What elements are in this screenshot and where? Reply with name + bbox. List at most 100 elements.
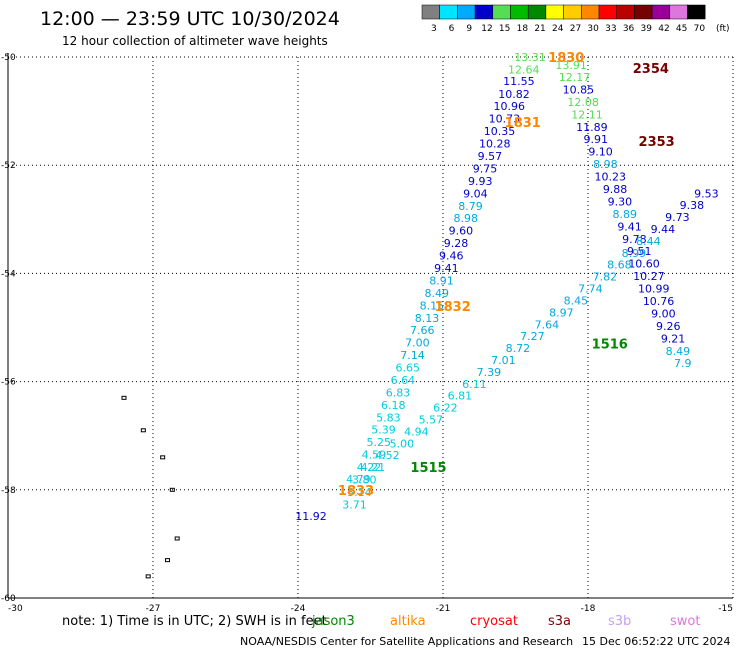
wave-height-label: 8.15 [420, 299, 445, 312]
lat-tick-label: -50 [1, 53, 16, 63]
pass-time-label: 1515 [410, 461, 446, 476]
pass-time-label: 2353 [639, 135, 675, 150]
wave-height-label: 11.55 [503, 75, 535, 88]
wave-height-label: 8.72 [506, 342, 531, 355]
wave-height-label: 6.83 [386, 386, 411, 399]
pass-time-label: 2354 [633, 62, 669, 77]
legend-bin-label: 42 [658, 24, 669, 34]
legend-swatch [474, 4, 494, 20]
wave-height-label: 9.41 [617, 220, 642, 233]
wave-height-label: 9.51 [627, 245, 652, 258]
wave-height-label: 4.22 [357, 461, 382, 474]
legend-swatch [492, 4, 511, 20]
wave-height-label: 7.74 [578, 283, 603, 296]
wave-height-label: 8.49 [666, 345, 691, 358]
lat-tick-label: -56 [1, 378, 16, 388]
pass-time-label: 1833 [338, 484, 374, 499]
wave-height-label: 3.14 [347, 486, 372, 499]
wave-height-label: 9.04 [463, 187, 488, 200]
legend-bin-label: 36 [623, 24, 635, 34]
wave-height-label: 6.65 [395, 362, 420, 375]
wave-height-label: 7.01 [491, 354, 516, 367]
legend-bin-label: 15 [499, 24, 510, 34]
wave-height-label: 5.00 [390, 437, 415, 450]
wave-height-label: 12.08 [567, 96, 599, 109]
satellite-name-s3b: s3b [608, 614, 631, 629]
legend-swatch [598, 4, 617, 20]
wave-height-label: 13.91 [555, 59, 587, 72]
legend-bin-label: 39 [641, 24, 653, 34]
wave-height-label: 9.00 [651, 307, 676, 320]
legend-bin-label: 18 [517, 24, 529, 34]
wave-height-label: 9.88 [603, 183, 628, 196]
legend-swatch [545, 4, 564, 20]
pass-time-label: 1832 [435, 300, 471, 315]
legend-swatch [457, 4, 476, 20]
island-mark [121, 395, 127, 400]
wave-height-label: 8.98 [453, 212, 478, 225]
wave-height-label: 7.82 [593, 271, 618, 284]
wave-height-label: 8.79 [458, 200, 483, 213]
pass-time-label: 1830 [548, 51, 584, 66]
legend-bin-label: 45 [676, 24, 687, 34]
wave-height-label: 10.28 [479, 138, 511, 151]
lon-tick-label: -24 [291, 604, 306, 614]
legend-bin-label: 9 [466, 24, 472, 34]
lon-tick-label: -21 [436, 604, 451, 614]
wave-height-label: 7.27 [520, 330, 545, 343]
wave-height-label: 8.44 [636, 235, 661, 248]
legend-swatch [563, 4, 582, 20]
wave-height-label: 8.68 [607, 259, 632, 272]
island-mark [165, 558, 170, 563]
wave-height-label: 9.75 [473, 162, 498, 175]
altimeter-track: 13.3112.6411.5510.8210.9610.7310.3510.28… [295, 51, 584, 523]
pass-time-label: 1516 [592, 338, 628, 353]
island-outlines [121, 395, 180, 579]
wave-height-label: 8.13 [415, 312, 440, 325]
axis-tick-labels: -30 -27 -24 -21 -18 -15 -50 -52 -54 -56 -58 -60 [1, 53, 733, 614]
legend-swatch [651, 4, 671, 20]
wave-height-label: 5.83 [376, 411, 401, 424]
legend-swatch [669, 4, 688, 20]
wave-height-label: 9.26 [656, 320, 681, 333]
wave-height-label: 12.64 [508, 63, 540, 76]
legend-bin-label: 24 [552, 24, 564, 34]
island-mark [145, 574, 151, 579]
wave-height-label: 7.14 [400, 349, 425, 362]
wave-height-label: 5.25 [366, 436, 391, 449]
legend-unit-label: (ft) [716, 24, 730, 34]
wave-height-label: 13.31 [514, 51, 546, 64]
wave-height-label: 10.27 [633, 270, 665, 283]
wave-height-label: 4.21 [361, 461, 386, 474]
wave-height-label: 8.97 [549, 306, 574, 319]
wave-height-label: 12.11 [571, 108, 603, 121]
island-mark [160, 455, 166, 460]
legend-swatch [581, 4, 600, 20]
wave-height-label: 10.85 [563, 83, 595, 96]
satellite-name-jason3: jason3 [311, 614, 355, 629]
legend-bin-label: 30 [587, 24, 599, 34]
wave-height-label: 4.79 [346, 473, 371, 486]
satellite-legend: jason3 altika cryosat s3a s3b swot [311, 614, 700, 629]
wave-height-label: 3.80 [352, 474, 377, 487]
wave-height-label: 9.93 [468, 175, 493, 188]
legend-bin-label: 12 [481, 24, 492, 34]
island-mark [174, 536, 180, 541]
wave-height-label: 10.60 [628, 258, 660, 271]
wave-height-label: 8.45 [564, 294, 589, 307]
lon-tick-label: -18 [581, 604, 596, 614]
legend-bin-label: 33 [605, 24, 616, 34]
lat-tick-label: -60 [1, 594, 16, 604]
wave-height-label: 10.96 [493, 100, 525, 113]
wave-height-label: 10.99 [638, 283, 670, 296]
altimeter-tracks: 13.3112.6411.5510.8210.9610.7310.3510.28… [295, 51, 718, 523]
wave-height-label: 8.49 [424, 287, 449, 300]
wave-height-label: 9.46 [439, 250, 464, 263]
satellite-name-s3a: s3a [548, 614, 571, 629]
altimeter-track: 4.794.214.525.004.945.576.226.816.117.39… [346, 187, 719, 486]
wave-height-label: 5.57 [419, 413, 444, 426]
legend-bin-label: 6 [449, 24, 455, 34]
lon-tick-label: -27 [146, 604, 161, 614]
satellite-name-altika: altika [390, 614, 426, 629]
